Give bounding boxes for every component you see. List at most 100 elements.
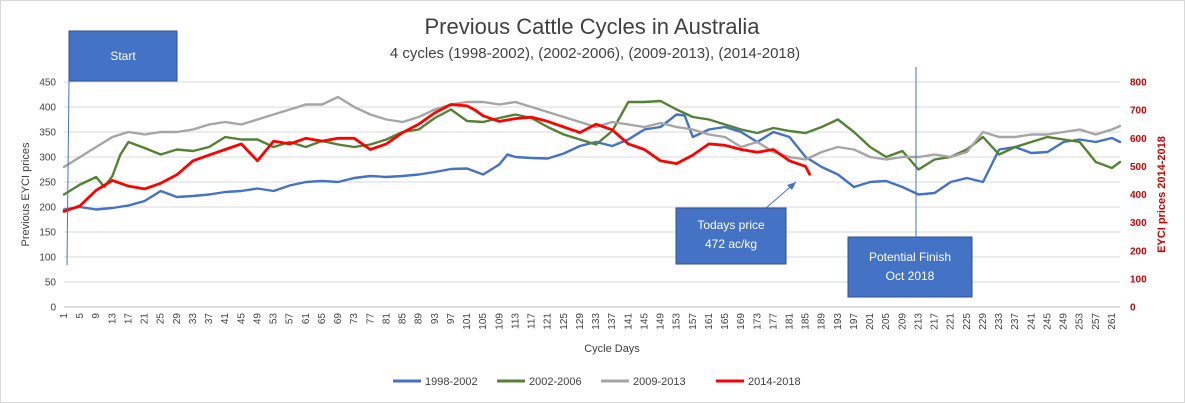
x-tick-label: 217: [930, 313, 941, 330]
x-tick-label: 101: [462, 313, 473, 330]
x-tick-label: 237: [1010, 313, 1021, 330]
x-tick-label: 25: [156, 313, 167, 325]
annotations: Start Todays price 472 ac/kg Potential F…: [66, 30, 973, 298]
series-line-2002-2006: [62, 99, 1122, 196]
x-tick-label: 1: [59, 313, 70, 319]
x-tick-label: 205: [881, 313, 892, 330]
x-tick-label: 201: [865, 313, 876, 330]
x-tick-label: 229: [978, 313, 989, 330]
x-tick-label: 61: [301, 313, 312, 325]
y-left-tick-label: 150: [39, 228, 56, 239]
x-tick-label: 13: [107, 313, 118, 325]
y-right-tick-label: 0: [1130, 303, 1136, 314]
x-tick-label: 185: [801, 313, 812, 330]
x-tick-label: 149: [656, 313, 667, 330]
potential-finish-callout-box: [847, 236, 973, 298]
x-tick-label: 109: [494, 313, 505, 330]
start-callout-box: [68, 30, 178, 82]
series-line-1998-2002: [62, 113, 1122, 211]
y-right-tick-label: 400: [1130, 190, 1147, 201]
x-tick-label: 197: [849, 313, 860, 330]
y-left-axis-title: Previous EYCI prices: [20, 142, 32, 246]
potential-finish-callout-line2: Oct 2018: [886, 269, 935, 283]
y-left-tick-label: 350: [39, 128, 56, 139]
todays-price-callout-line1: Todays price: [697, 218, 765, 232]
x-tick-label: 125: [559, 313, 570, 330]
y-left-tick-label: 100: [39, 253, 56, 264]
x-tick-label: 233: [994, 313, 1005, 330]
x-tick-label: 105: [478, 313, 489, 330]
x-tick-label: 77: [365, 313, 376, 325]
y-left-tick-label: 200: [39, 203, 56, 214]
legend: 1998-2002 2002-2006 2009-2013 2014-2018: [393, 376, 801, 388]
x-tick-label: 209: [897, 313, 908, 330]
y-right-tick-label: 100: [1130, 274, 1147, 285]
y-left-tick-label: 400: [39, 103, 56, 114]
x-tick-label: 165: [720, 313, 731, 330]
x-tick-label: 181: [784, 313, 795, 330]
series-line-2009-2013: [62, 95, 1122, 169]
axes: 0 50 100 150 200 250 300 350 400 450 0 100 200 300 400…: [20, 78, 1168, 356]
x-tick-label: 65: [317, 313, 328, 325]
x-tick-label: 41: [220, 313, 231, 325]
x-tick-label: 129: [575, 313, 586, 330]
x-tick-label: 33: [188, 313, 199, 325]
legend-label: 2009-2013: [633, 376, 686, 388]
x-tick-label: 253: [1075, 313, 1086, 330]
series-line-2014-2018: [62, 103, 811, 213]
x-tick-label: 57: [285, 313, 296, 325]
todays-price-arrowhead: [787, 182, 796, 190]
potential-finish-callout-line1: Potential Finish: [869, 250, 951, 264]
x-tick-label: 73: [349, 313, 360, 325]
x-tick-label: 141: [623, 313, 634, 330]
y-right-tick-label: 500: [1130, 162, 1147, 173]
y-left-tick-label: 50: [45, 278, 57, 289]
x-tick-label: 221: [946, 313, 957, 330]
chart-subtitle: 4 cycles (1998-2002), (2002-2006), (2009…: [390, 45, 800, 62]
todays-price-callout-box: [675, 207, 787, 265]
x-tick-label: 37: [204, 313, 215, 325]
x-tick-label: 241: [1026, 313, 1037, 330]
legend-label: 2002-2006: [529, 376, 582, 388]
x-tick-label: 5: [75, 313, 86, 319]
y-right-tick-label: 200: [1130, 246, 1147, 257]
start-pointer-line: [66, 80, 70, 266]
x-tick-label: 189: [817, 313, 828, 330]
x-tick-label: 145: [639, 313, 650, 330]
x-tick-label: 245: [1042, 313, 1053, 330]
x-tick-label: 93: [430, 313, 441, 325]
start-callout-label: Start: [110, 49, 136, 63]
todays-price-callout-line2: 472 ac/kg: [705, 237, 757, 251]
x-tick-label: 137: [607, 313, 618, 330]
x-tick-label: 121: [543, 313, 554, 330]
x-tick-label: 261: [1107, 313, 1118, 330]
x-tick-label: 29: [172, 313, 183, 325]
x-tick-label: 45: [236, 313, 247, 325]
y-left-tick-label: 450: [39, 78, 56, 89]
legend-label: 1998-2002: [425, 376, 478, 388]
x-tick-label: 49: [252, 313, 263, 325]
x-tick-label: 153: [672, 313, 683, 330]
y-right-tick-label: 600: [1130, 134, 1147, 145]
y-left-tick-label: 0: [50, 303, 56, 314]
x-axis-title: Cycle Days: [584, 343, 640, 355]
series-lines: [62, 95, 1122, 213]
y-right-tick-label: 800: [1130, 78, 1147, 89]
x-tick-label: 69: [333, 313, 344, 325]
x-tick-label: 161: [704, 313, 715, 330]
x-tick-label: 173: [752, 313, 763, 330]
x-tick-label: 9: [91, 313, 102, 319]
x-tick-label: 85: [398, 313, 409, 325]
x-tick-label: 225: [962, 313, 973, 330]
y-right-axis-title: EYCI prices 2014-2018: [1156, 136, 1168, 253]
legend-label: 2014-2018: [748, 376, 801, 388]
x-tick-label: 157: [688, 313, 699, 330]
x-tick-label: 89: [414, 313, 425, 325]
x-tick-label: 53: [269, 313, 280, 325]
x-tick-label: 133: [591, 313, 602, 330]
y-right-tick-label: 700: [1130, 106, 1147, 117]
x-tick-label: 117: [527, 313, 538, 329]
x-tick-label: 81: [381, 313, 392, 325]
